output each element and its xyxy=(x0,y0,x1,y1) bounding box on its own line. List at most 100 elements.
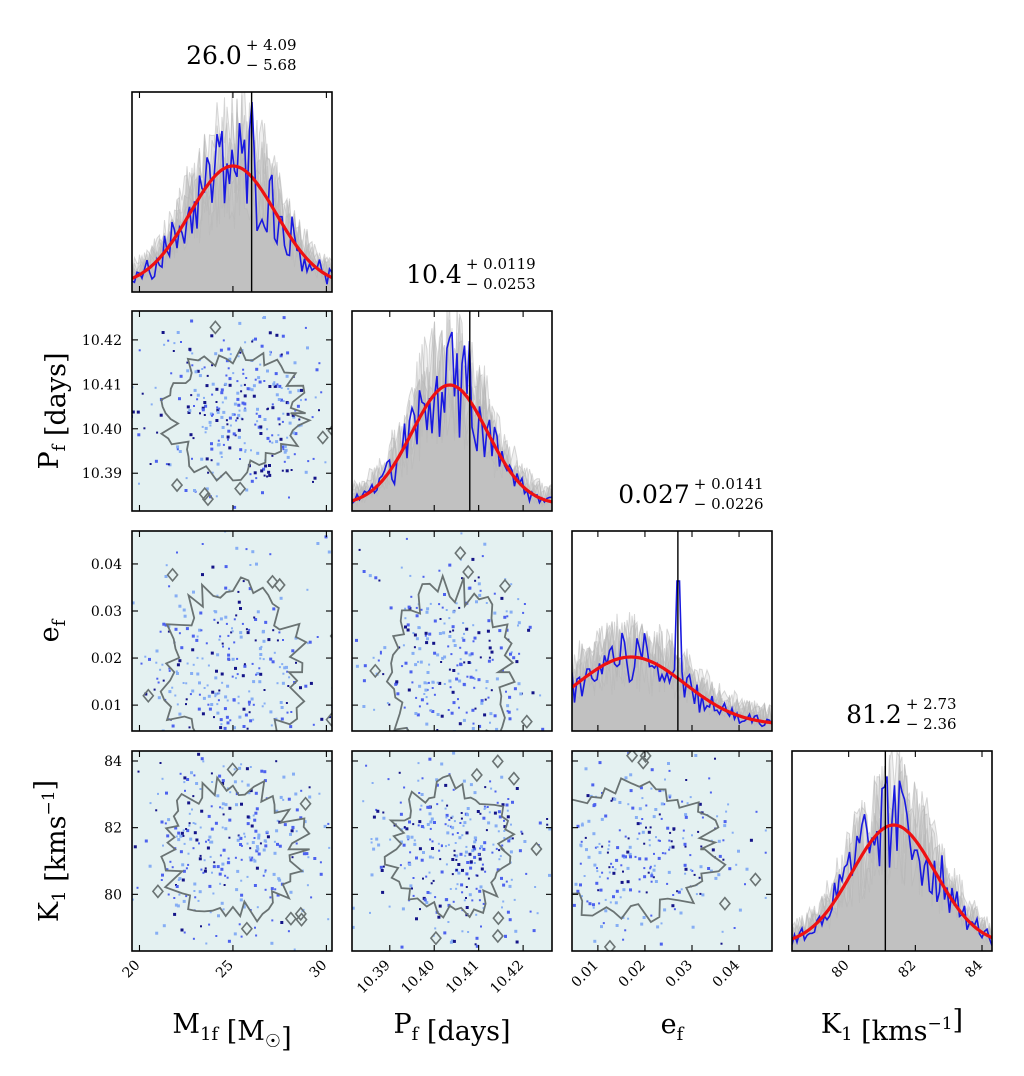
sample-dot xyxy=(428,871,431,874)
sample-dot xyxy=(728,867,732,871)
sample-dot xyxy=(128,847,131,850)
panel-bg xyxy=(352,531,552,731)
sample-dot xyxy=(254,337,257,341)
sample-dot xyxy=(181,878,185,882)
sample-dot xyxy=(457,515,460,518)
sample-dot xyxy=(171,866,174,869)
sample-dot xyxy=(261,705,264,708)
sample-dot xyxy=(721,930,724,933)
sample-dot xyxy=(270,724,273,727)
sample-dot xyxy=(660,802,664,806)
sample-dot xyxy=(122,690,125,693)
sample-dot xyxy=(269,553,272,556)
sample-dot xyxy=(154,386,157,389)
sample-dot xyxy=(246,783,250,787)
sample-dot xyxy=(344,884,347,887)
sample-dot xyxy=(197,752,201,756)
sample-dot xyxy=(458,606,461,609)
sample-dot xyxy=(224,615,228,619)
sample-dot xyxy=(188,347,192,351)
sample-dot xyxy=(624,835,627,838)
sample-dot xyxy=(240,763,243,766)
sample-dot xyxy=(592,832,596,836)
sample-dot xyxy=(554,794,557,797)
sample-dot xyxy=(556,800,559,803)
sample-dot xyxy=(296,404,300,408)
sample-dot xyxy=(323,824,327,828)
sample-dot xyxy=(598,902,601,905)
sample-dot xyxy=(418,792,421,794)
contour-island xyxy=(491,754,504,769)
sample-dot xyxy=(333,815,336,818)
sample-dot xyxy=(448,743,450,745)
sample-dot xyxy=(454,842,457,844)
sample-dot xyxy=(653,864,656,867)
sample-dot xyxy=(248,711,251,714)
sample-dot xyxy=(473,791,477,795)
sample-dot xyxy=(431,710,435,713)
sample-dot xyxy=(208,420,212,424)
sample-dot xyxy=(469,783,473,787)
sample-dot xyxy=(205,745,207,747)
sample-dot xyxy=(255,477,258,480)
panel-frame xyxy=(351,530,553,732)
sample-dot xyxy=(528,625,532,629)
sample-dot xyxy=(423,898,427,902)
sample-dot xyxy=(424,634,427,637)
sample-dot xyxy=(288,390,292,394)
sample-dot xyxy=(584,836,587,839)
sample-dot xyxy=(423,681,427,685)
sample-dot xyxy=(668,848,671,851)
sample-dot xyxy=(136,410,140,414)
sample-dot xyxy=(183,931,186,934)
sample-dot xyxy=(459,662,463,666)
title-ef: 0.027 xyxy=(618,480,690,509)
sample-dot xyxy=(254,791,258,795)
sample-dot xyxy=(505,880,508,883)
sample-dot xyxy=(461,577,463,580)
sample-dot xyxy=(192,663,195,666)
sample-dot xyxy=(764,896,767,899)
sample-dot xyxy=(509,652,512,656)
sample-dot xyxy=(581,895,583,898)
sample-dot xyxy=(149,463,152,465)
sample-dot xyxy=(185,698,188,701)
sample-dot xyxy=(643,867,646,870)
sample-dot xyxy=(221,802,225,806)
y-tick-label: 10.42 xyxy=(82,333,122,349)
sample-dot xyxy=(186,405,190,409)
sample-dot xyxy=(300,789,303,792)
sample-dot xyxy=(287,402,290,405)
sample-dot xyxy=(409,851,412,854)
sample-dot xyxy=(258,380,262,384)
sample-dot xyxy=(661,852,664,855)
sample-dot xyxy=(124,586,127,589)
sample-dot xyxy=(510,823,512,826)
sample-dot xyxy=(266,369,269,373)
contour-line xyxy=(160,775,311,923)
sample-dot xyxy=(471,708,475,712)
sample-dot xyxy=(506,704,510,708)
sample-dot xyxy=(480,701,484,705)
sample-dot xyxy=(235,419,238,422)
sample-dot xyxy=(196,398,199,401)
sample-dot xyxy=(262,874,265,877)
sample-dot xyxy=(203,859,206,862)
sample-dot xyxy=(266,436,270,440)
sample-dot xyxy=(125,852,127,854)
sample-dot xyxy=(223,707,227,711)
sample-dot xyxy=(275,393,279,397)
sample-dot xyxy=(368,574,372,578)
sample-dot xyxy=(168,585,171,588)
sample-dot xyxy=(228,589,231,592)
sample-dot xyxy=(236,380,239,383)
sample-dot xyxy=(239,843,242,846)
sample-dot xyxy=(278,423,281,426)
sample-dot xyxy=(432,879,435,882)
sample-dot xyxy=(260,645,263,648)
sample-dot xyxy=(219,617,223,621)
sample-dot xyxy=(281,681,285,685)
sample-dot xyxy=(654,880,658,883)
sample-dot xyxy=(292,772,295,776)
sample-dot xyxy=(579,883,582,887)
